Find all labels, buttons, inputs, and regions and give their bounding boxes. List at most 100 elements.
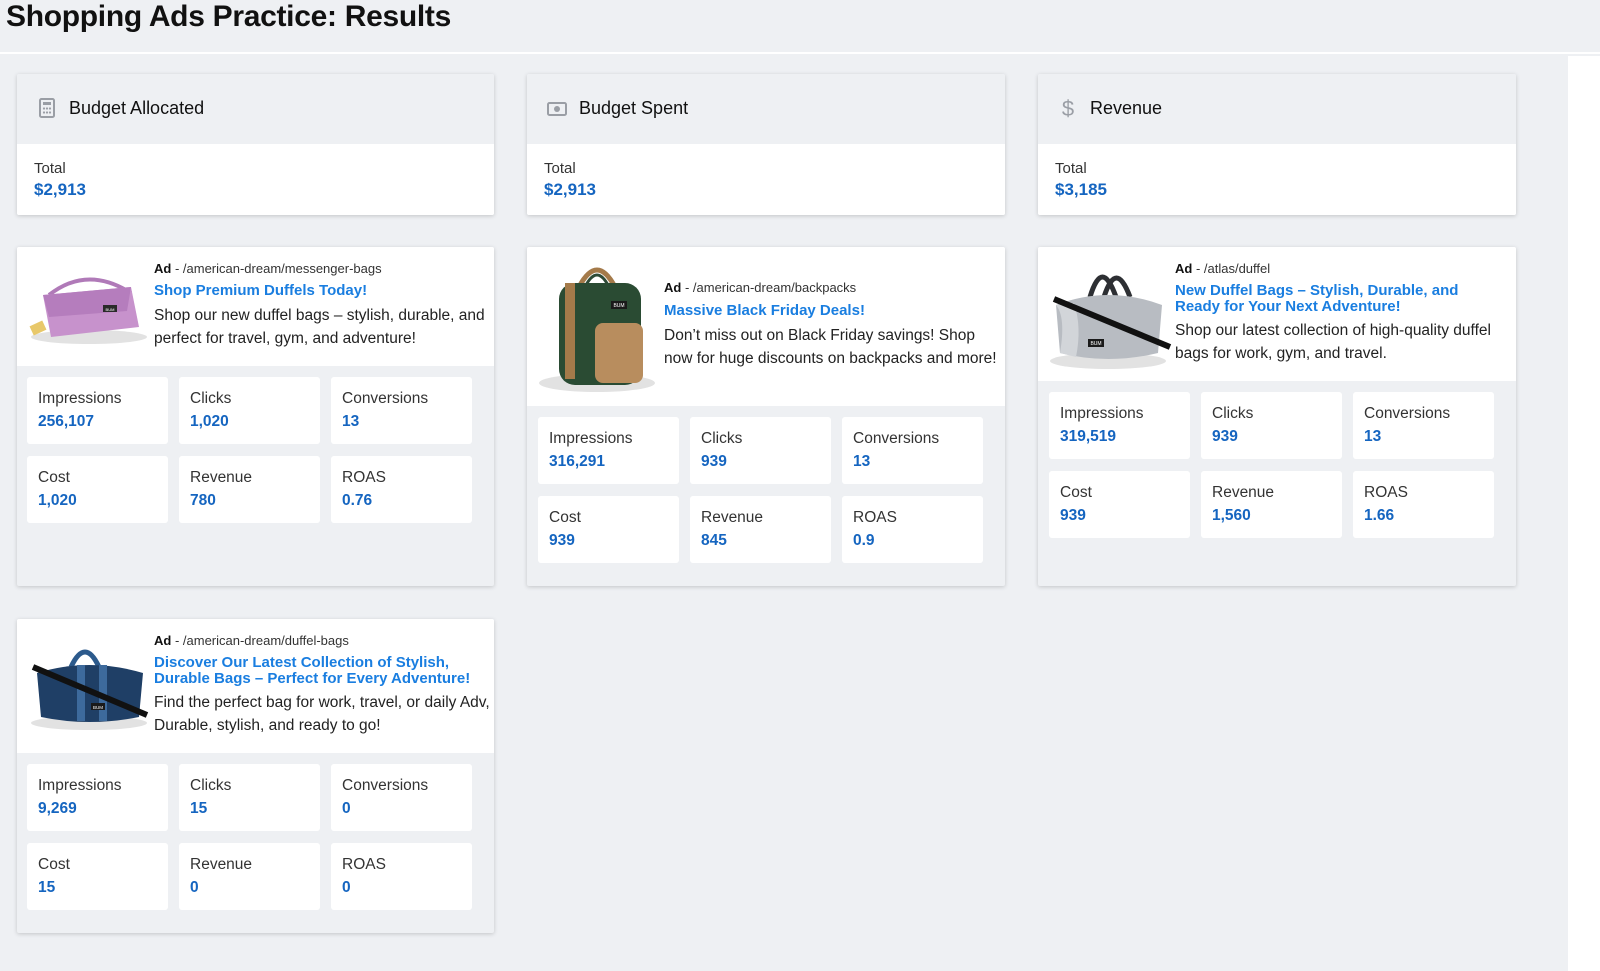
metric-impressions: Impressions 319,519 [1049, 392, 1190, 459]
metric-label: Clicks [190, 390, 232, 407]
page-title: Shopping Ads Practice: Results [6, 0, 451, 33]
metric-impressions: Impressions 9,269 [27, 764, 168, 831]
metric-label: Cost [549, 509, 581, 526]
metric-label: ROAS [342, 469, 386, 486]
summary-card-header: Budget Spent [527, 74, 1005, 144]
svg-text:BUM: BUM [1090, 341, 1101, 347]
ad-preview: BUM Ad - /atlas/duffel New Duffel Bags –… [1038, 247, 1516, 381]
metric-value: 939 [549, 532, 575, 549]
backpack-image: BUM [537, 257, 662, 395]
metric-label: Conversions [342, 777, 429, 794]
ad-url: Ad - /american-dream/messenger-bags [154, 261, 382, 276]
metric-label: Impressions [38, 390, 122, 407]
metric-value: 319,519 [1060, 428, 1117, 445]
metric-label: ROAS [342, 856, 386, 873]
summary-card-header: $ Revenue [1038, 74, 1516, 144]
ad-headline-link[interactable]: Massive Black Friday Deals! [664, 302, 865, 319]
svg-text:BUM: BUM [93, 705, 103, 710]
metric-value: 939 [1212, 428, 1238, 445]
page-header: Shopping Ads Practice: Results [0, 0, 1600, 54]
summary-value: $2,913 [34, 180, 86, 199]
metric-revenue: Revenue 780 [179, 456, 320, 523]
metric-value: 0 [190, 879, 199, 896]
metric-clicks: Clicks 939 [690, 417, 831, 484]
metric-label: ROAS [853, 509, 897, 526]
summary-value: $3,185 [1055, 180, 1107, 199]
metric-conversions: Conversions 13 [1353, 392, 1494, 459]
metric-cost: Cost 15 [27, 843, 168, 910]
metric-revenue: Revenue 1,560 [1201, 471, 1342, 538]
metric-value: 13 [342, 413, 360, 430]
summary-value: $2,913 [544, 180, 596, 199]
metric-label: Conversions [342, 390, 429, 407]
metric-cost: Cost 939 [1049, 471, 1190, 538]
ad-description: Find the perfect bag for work, travel, o… [154, 694, 490, 734]
summary-label: Total [34, 160, 66, 177]
metric-label: Impressions [38, 777, 122, 794]
summary-card-body: Total $2,913 [527, 144, 1005, 215]
metric-value: 1,560 [1212, 507, 1251, 524]
metric-value: 0 [342, 800, 351, 817]
ad-description: Shop our new duffel bags – stylish, dura… [154, 307, 485, 347]
metric-value: 0.76 [342, 492, 373, 509]
metric-value: 1,020 [190, 413, 229, 430]
metric-roas: ROAS 0.76 [331, 456, 472, 523]
svg-text:BUM: BUM [613, 303, 624, 309]
metric-roas: ROAS 1.66 [1353, 471, 1494, 538]
metric-revenue: Revenue 845 [690, 496, 831, 563]
summary-title: Budget Spent [579, 98, 689, 118]
metric-label: ROAS [1364, 484, 1408, 501]
ad-description: Don’t miss out on Black Friday savings! … [664, 327, 997, 367]
summary-label: Total [1055, 160, 1087, 177]
metric-conversions: Conversions 13 [842, 417, 983, 484]
metric-label: Cost [1060, 484, 1092, 501]
metric-value: 939 [701, 453, 727, 470]
metric-roas: ROAS 0.9 [842, 496, 983, 563]
metric-value: 13 [1364, 428, 1382, 445]
metric-revenue: Revenue 0 [179, 843, 320, 910]
messenger-bag-image: BUM [27, 265, 152, 345]
metric-label: Revenue [701, 509, 764, 526]
summary-title: Revenue [1090, 98, 1163, 118]
metric-value: 845 [701, 532, 727, 549]
metric-conversions: Conversions 0 [331, 764, 472, 831]
summary-card-revenue: $ Revenue Total $3,185 [1038, 74, 1516, 215]
ad-description: Shop our latest collection of high-quali… [1175, 322, 1491, 362]
metric-label: Cost [38, 856, 70, 873]
metric-value: 1.66 [1364, 507, 1395, 524]
summary-card-body: Total $2,913 [17, 144, 494, 215]
metric-value: 13 [853, 453, 871, 470]
metric-label: Clicks [190, 777, 232, 794]
metric-clicks: Clicks 939 [1201, 392, 1342, 459]
metric-label: Cost [38, 469, 70, 486]
summary-card-budget-spent: Budget Spent Total $2,913 [527, 74, 1005, 215]
ad-card: BUM Ad - /american-dream/duffel-bags Dis… [17, 619, 494, 933]
ad-url: Ad - /american-dream/duffel-bags [154, 633, 349, 648]
metric-value: 316,291 [549, 453, 606, 470]
metric-roas: ROAS 0 [331, 843, 472, 910]
ad-card: BUM Ad - /american-dream/backpacks Massi… [527, 247, 1005, 586]
metric-impressions: Impressions 256,107 [27, 377, 168, 444]
ad-preview: BUM Ad - /american-dream/messenger-bags … [17, 247, 494, 366]
ad-preview: BUM Ad - /american-dream/backpacks Massi… [527, 247, 1005, 406]
metric-value: 15 [38, 879, 56, 896]
summary-card-budget-allocated: Budget Allocated Total $2,913 [17, 74, 494, 215]
metric-value: 256,107 [38, 413, 95, 430]
navy-duffel-image: BUM [27, 637, 152, 732]
ad-headline-link[interactable]: Discover Our Latest Collection of Stylis… [154, 654, 471, 687]
summary-card-body: Total $3,185 [1038, 144, 1516, 215]
summary-title: Budget Allocated [69, 98, 205, 118]
ad-card: BUM Ad - /american-dream/messenger-bags … [17, 247, 494, 586]
metric-label: Clicks [1212, 405, 1254, 422]
ad-headline-link[interactable]: Shop Premium Duffels Today! [154, 282, 368, 299]
metric-cost: Cost 939 [538, 496, 679, 563]
ad-headline-link[interactable]: New Duffel Bags – Stylish, Durable, and … [1175, 282, 1459, 315]
metric-label: Revenue [190, 469, 253, 486]
ad-card: BUM Ad - /atlas/duffel New Duffel Bags –… [1038, 247, 1516, 586]
ad-preview: BUM Ad - /american-dream/duffel-bags Dis… [17, 619, 494, 753]
metric-label: Revenue [1212, 484, 1275, 501]
grey-duffel-image: BUM [1046, 257, 1174, 372]
metric-value: 0 [342, 879, 351, 896]
metric-value: 780 [190, 492, 216, 509]
metric-label: Revenue [190, 856, 253, 873]
